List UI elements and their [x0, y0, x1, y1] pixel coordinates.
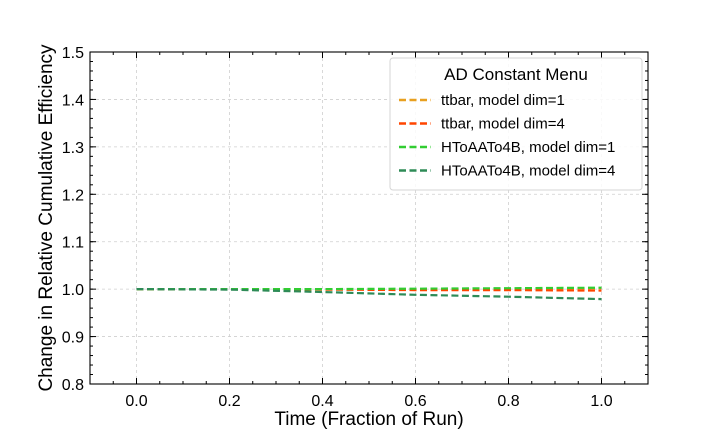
y-tick-label: 1.0 [62, 282, 84, 299]
x-tick-label: 0.4 [311, 393, 333, 410]
ticks [89, 51, 649, 385]
legend-label-1: ttbar, model dim=1 [441, 92, 565, 109]
y-tick-label: 0.9 [62, 330, 84, 347]
legend-items: ttbar, model dim=1 ttbar, model dim=4 HToA… [399, 92, 615, 180]
series-lines [136, 286, 602, 301]
x-axis-title: Time (Fraction of Run) [274, 409, 463, 430]
x-tick-label: 0.2 [218, 393, 240, 410]
x-tick-label: 1.0 [590, 393, 612, 410]
y-tick-label: 1.4 [62, 92, 84, 109]
tick-labels: 0.0 0.2 0.4 0.6 0.8 1.0 0.8 0.9 1.0 1.1 1.2 1.3 1.4 1… [62, 45, 613, 410]
legend-box [389, 57, 643, 191]
y-axis-title: Change in Relative Cumulative Efficiency [36, 44, 57, 392]
legend-label-4: HToAATo4B, model dim=4 [441, 163, 615, 180]
legend-title: AD Constant Menu [444, 65, 588, 84]
y-tick-label: 1.5 [62, 45, 84, 62]
x-tick-label: 0.8 [497, 393, 519, 410]
y-tick-label: 1.3 [62, 140, 84, 157]
y-tick-label: 0.8 [62, 377, 84, 394]
x-tick-label: 0.6 [404, 393, 426, 410]
y-tick-label: 1.1 [62, 235, 84, 252]
legend-label-2: ttbar, model dim=4 [441, 116, 565, 133]
series-line-4 [136, 288, 602, 301]
legend: AD Constant Menu ttbar, model dim=1ttbar… [389, 57, 643, 191]
x-tick-label: 0.0 [125, 393, 147, 410]
legend-label-3: HToAATo4B, model dim=1 [441, 139, 615, 156]
y-tick-label: 1.2 [62, 187, 84, 204]
